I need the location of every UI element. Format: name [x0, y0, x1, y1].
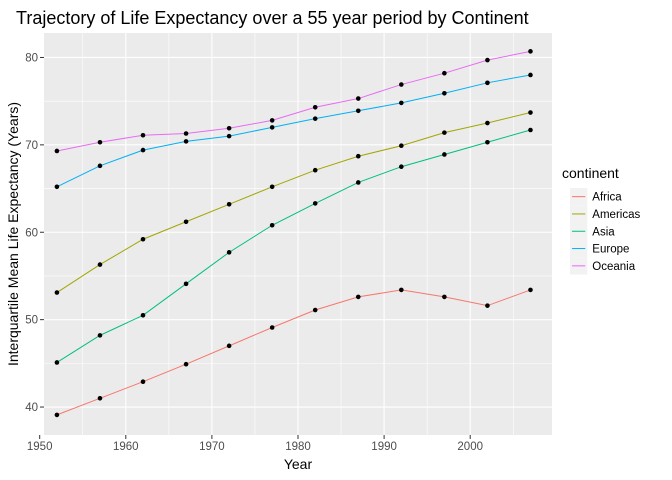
- data-point-oceania: [355, 96, 361, 101]
- data-point-oceania: [226, 125, 232, 131]
- data-point-americas: [140, 236, 146, 242]
- data-point-africa: [355, 294, 361, 300]
- y-tick-label: 70: [25, 140, 38, 152]
- legend-label-oceania: Oceania: [592, 261, 635, 273]
- data-point-oceania: [269, 118, 275, 123]
- data-point-africa: [97, 395, 103, 401]
- data-point-oceania: [183, 131, 189, 136]
- data-point-asia: [97, 333, 103, 338]
- data-point-oceania: [485, 57, 490, 63]
- legend-label-europe: Europe: [592, 244, 629, 256]
- y-axis: 40 50 60 70 80: [25, 52, 44, 414]
- data-point-africa: [269, 325, 275, 330]
- data-point-africa: [442, 294, 447, 300]
- data-point-asia: [54, 360, 60, 365]
- y-axis-title: Interquartile Mean Life Expectancy (Year…: [5, 102, 21, 366]
- data-point-africa: [140, 379, 146, 384]
- y-tick-label: 80: [25, 52, 38, 64]
- series-line-oceania: [56, 50, 531, 152]
- data-point-asia: [399, 164, 404, 170]
- data-point-oceania: [312, 104, 318, 110]
- data-point-europe: [528, 72, 533, 78]
- data-point-oceania: [442, 70, 447, 76]
- legend-label-africa: Africa: [592, 192, 622, 204]
- y-tick-label: 60: [25, 227, 38, 239]
- legend: continent Africa Americas Asia Europe Oceani…: [562, 165, 640, 275]
- data-point-americas: [485, 120, 490, 126]
- legend-label-americas: Americas: [592, 209, 640, 221]
- x-axis-title: Year: [284, 456, 313, 472]
- x-tick-label: 1980: [285, 441, 311, 453]
- data-point-asia: [485, 139, 490, 145]
- legend-title: continent: [562, 165, 619, 181]
- data-point-asia: [269, 222, 275, 228]
- data-point-asia: [226, 250, 232, 255]
- x-tick-label: 1990: [371, 441, 397, 453]
- data-point-americas: [183, 219, 189, 225]
- x-tick-label: 1970: [199, 441, 225, 453]
- x-tick-label: 1950: [27, 441, 53, 453]
- series-line-europe: [56, 74, 531, 188]
- data-point-americas: [97, 262, 103, 267]
- data-point-europe: [399, 100, 404, 106]
- data-point-africa: [54, 412, 60, 418]
- data-point-africa: [183, 361, 189, 367]
- y-tick-label: 50: [25, 315, 38, 327]
- data-point-asia: [355, 180, 361, 185]
- x-axis: 1950 1960 1970 1980 1990 2000: [27, 435, 483, 453]
- series-line-americas: [56, 112, 531, 293]
- data-point-europe: [97, 163, 103, 169]
- x-tick-label: 2000: [457, 441, 483, 453]
- data-point-asia: [442, 152, 447, 157]
- data-point-africa: [528, 287, 533, 293]
- data-point-africa: [226, 343, 232, 349]
- data-point-americas: [399, 143, 404, 149]
- data-point-oceania: [54, 148, 60, 154]
- data-point-americas: [312, 167, 318, 173]
- data-point-oceania: [97, 139, 103, 145]
- data-point-americas: [54, 290, 60, 295]
- data-point-asia: [183, 281, 189, 287]
- series-lines: [56, 50, 531, 416]
- data-point-europe: [269, 125, 275, 130]
- data-point-africa: [312, 307, 318, 313]
- data-point-europe: [140, 147, 146, 153]
- series-line-asia: [56, 129, 531, 363]
- data-point-europe: [312, 116, 318, 121]
- data-point-europe: [54, 184, 60, 190]
- data-point-asia: [312, 201, 318, 206]
- series-line-africa: [56, 289, 531, 416]
- legend-label-asia: Asia: [592, 226, 615, 238]
- data-point-asia: [528, 127, 533, 133]
- major-gridlines: [39, 33, 552, 435]
- data-point-oceania: [140, 132, 146, 138]
- chart-title: Trajectory of Life Expectancy over a 55 …: [16, 8, 529, 28]
- data-point-africa: [485, 303, 490, 308]
- series-points: [54, 49, 533, 418]
- data-point-americas: [442, 130, 447, 135]
- data-point-europe: [442, 91, 447, 96]
- data-point-americas: [528, 110, 533, 115]
- y-tick-label: 40: [25, 402, 38, 414]
- data-point-americas: [226, 201, 232, 207]
- data-point-americas: [269, 184, 275, 190]
- data-point-europe: [226, 133, 232, 139]
- data-point-europe: [183, 139, 189, 144]
- data-point-europe: [485, 80, 490, 86]
- data-point-europe: [355, 108, 361, 114]
- x-tick-label: 1960: [113, 441, 139, 453]
- data-point-americas: [355, 153, 361, 159]
- data-point-africa: [399, 287, 404, 293]
- data-point-asia: [140, 312, 146, 318]
- data-point-oceania: [399, 82, 404, 87]
- data-point-oceania: [528, 49, 533, 54]
